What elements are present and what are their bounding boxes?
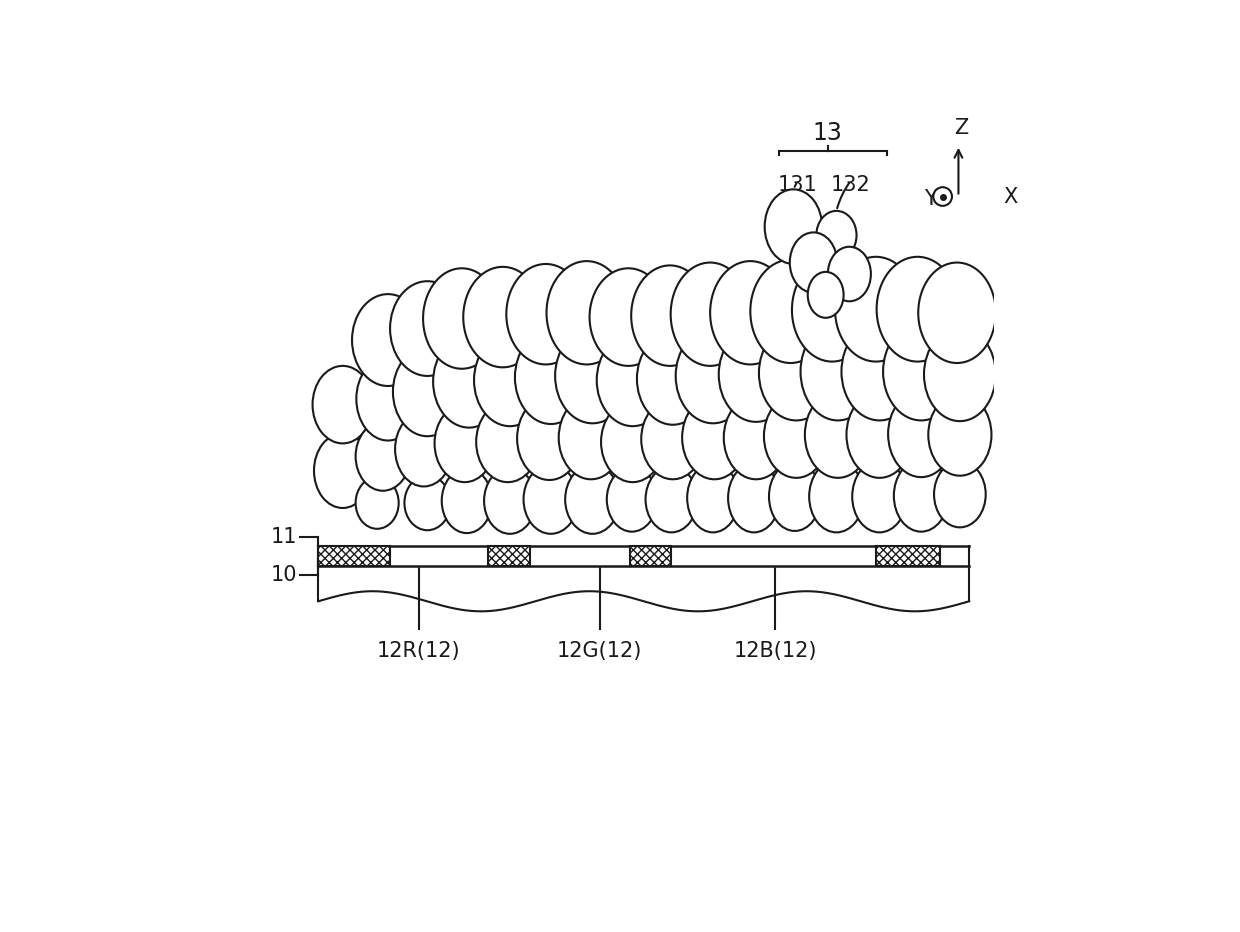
Text: X: X [1003,186,1018,207]
Ellipse shape [547,261,627,364]
Ellipse shape [484,468,536,534]
Ellipse shape [842,322,918,420]
Ellipse shape [433,336,505,428]
Ellipse shape [637,333,709,425]
Ellipse shape [765,189,822,264]
Ellipse shape [877,257,959,362]
Ellipse shape [894,459,949,531]
Ellipse shape [631,266,709,366]
Ellipse shape [847,391,913,478]
Ellipse shape [724,396,789,479]
Text: Z: Z [955,117,968,138]
Ellipse shape [474,335,546,426]
Ellipse shape [924,328,996,421]
Ellipse shape [934,461,986,528]
Ellipse shape [606,467,657,531]
Ellipse shape [750,260,831,363]
Ellipse shape [356,357,419,441]
Text: Y: Y [924,189,937,210]
Ellipse shape [391,281,465,376]
Ellipse shape [434,404,495,482]
Ellipse shape [314,433,372,508]
Ellipse shape [883,322,960,420]
Bar [875,546,940,566]
Ellipse shape [646,466,697,532]
Circle shape [934,187,952,206]
Ellipse shape [816,211,857,260]
Ellipse shape [671,263,750,366]
Ellipse shape [601,402,665,482]
Ellipse shape [805,391,870,478]
Bar [319,546,391,566]
Ellipse shape [506,264,585,364]
Ellipse shape [759,325,833,420]
Ellipse shape [352,295,424,386]
Ellipse shape [596,335,668,426]
Ellipse shape [464,267,542,367]
Ellipse shape [888,391,954,477]
Ellipse shape [790,232,837,293]
Text: 11: 11 [270,527,296,547]
Ellipse shape [393,348,461,436]
Ellipse shape [559,396,624,479]
Ellipse shape [476,402,539,482]
Ellipse shape [396,412,453,487]
Ellipse shape [687,463,739,532]
Ellipse shape [356,422,410,491]
Text: 12G(12): 12G(12) [557,641,642,662]
Ellipse shape [719,327,794,422]
Ellipse shape [312,366,373,444]
Text: 13: 13 [813,121,843,144]
Ellipse shape [807,272,843,318]
Ellipse shape [641,399,704,479]
Ellipse shape [801,322,875,420]
Ellipse shape [764,394,828,478]
Ellipse shape [835,257,916,362]
Ellipse shape [810,460,864,532]
Ellipse shape [523,465,578,534]
Ellipse shape [565,465,620,534]
Ellipse shape [929,394,992,475]
Ellipse shape [556,329,630,423]
Ellipse shape [515,331,587,424]
Ellipse shape [404,475,450,530]
Ellipse shape [423,268,501,369]
Ellipse shape [919,263,996,363]
Ellipse shape [682,396,746,479]
Ellipse shape [792,258,872,362]
Text: 12B(12): 12B(12) [734,641,817,662]
Ellipse shape [676,329,750,423]
Text: 10: 10 [270,565,296,584]
Ellipse shape [356,477,399,528]
Ellipse shape [711,261,791,364]
Ellipse shape [828,247,870,301]
Text: 131: 131 [777,175,817,195]
Bar [630,546,671,566]
Ellipse shape [517,397,582,480]
Ellipse shape [589,268,667,366]
Bar [489,546,529,566]
Text: 12R(12): 12R(12) [377,641,460,662]
Ellipse shape [441,469,492,533]
Ellipse shape [852,460,906,532]
Text: 132: 132 [831,175,870,195]
Ellipse shape [728,463,780,532]
Ellipse shape [769,462,821,531]
